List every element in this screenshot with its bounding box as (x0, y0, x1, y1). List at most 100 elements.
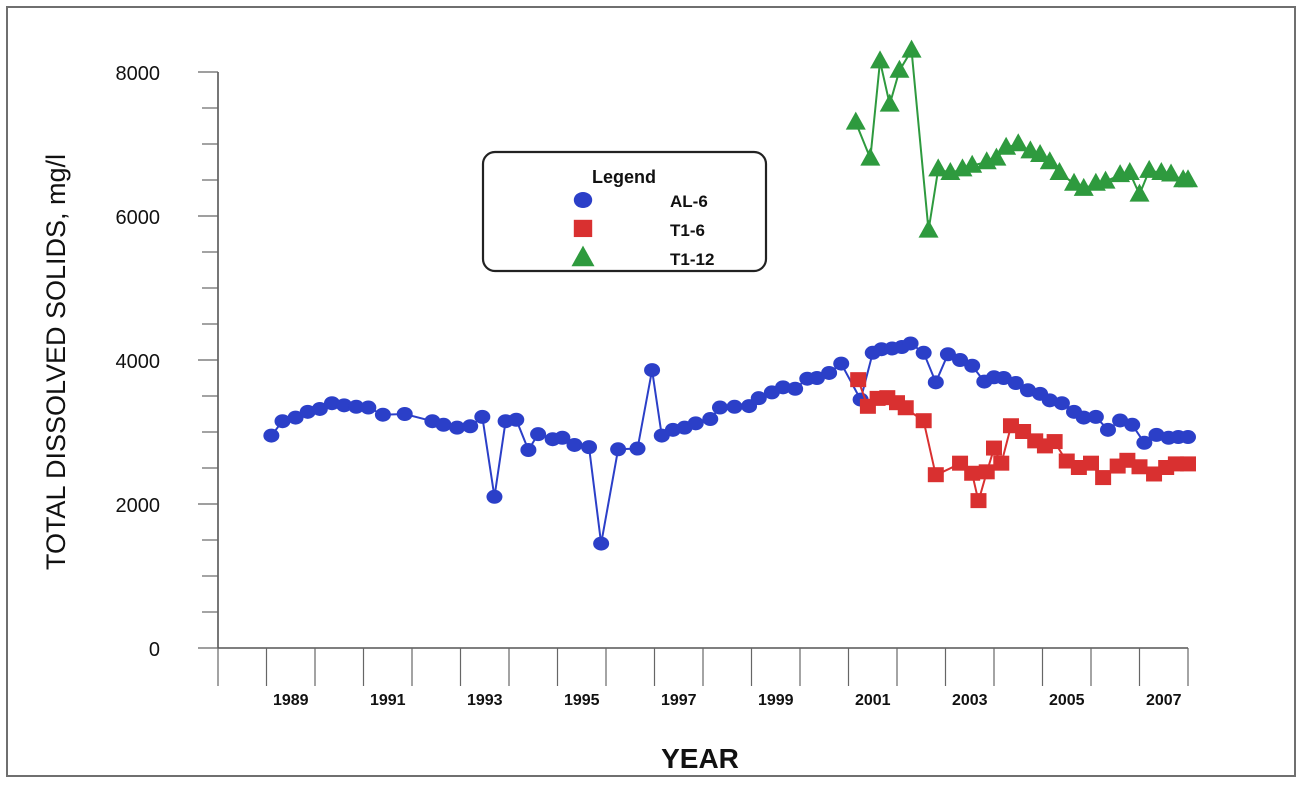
data-point (1070, 460, 1087, 475)
legend-label: T1-12 (670, 250, 714, 269)
data-point (1049, 162, 1070, 180)
data-point (833, 356, 850, 371)
legend-title: Legend (592, 167, 656, 187)
x-tick-label: 1993 (467, 692, 503, 709)
data-point (629, 441, 646, 456)
data-point (952, 353, 969, 367)
data-point (1139, 159, 1160, 178)
data-point (1041, 393, 1058, 408)
series-layer (263, 39, 1198, 551)
data-point (850, 372, 867, 388)
data-point (1046, 434, 1063, 450)
axes-layer: 0 2000 4000 6000 8000 1989 1991 1993 1995 1997 199… (116, 63, 1189, 709)
x-tick-label: 2001 (855, 692, 891, 709)
data-point (323, 396, 340, 411)
data-point (902, 336, 919, 351)
data-point (1073, 177, 1094, 196)
data-point (860, 147, 881, 166)
data-point (995, 371, 1012, 385)
data-point (530, 427, 547, 442)
data-point (1131, 459, 1148, 475)
data-point (918, 219, 939, 238)
data-point (1095, 470, 1112, 486)
data-point (711, 400, 728, 415)
data-point (915, 413, 932, 429)
data-point (1148, 427, 1165, 442)
data-point (986, 147, 1007, 166)
data-point (1167, 456, 1184, 472)
x-tick-label: 1995 (564, 692, 600, 709)
data-point (274, 414, 291, 429)
data-point (396, 407, 413, 421)
data-point (566, 437, 583, 452)
data-point (462, 419, 479, 434)
data-point (1087, 409, 1104, 424)
data-point (554, 430, 571, 445)
x-tick-label: 1997 (661, 692, 697, 709)
legend-entries: AL-6 T1-6 T1-12 (571, 191, 714, 269)
data-point (1075, 410, 1092, 425)
data-point (986, 440, 1002, 456)
data-point (263, 428, 280, 443)
data-point (1008, 133, 1029, 152)
data-point (1053, 396, 1070, 411)
x-tick-label: 1999 (758, 692, 794, 709)
data-point (435, 417, 452, 432)
data-point (993, 455, 1010, 471)
data-point (962, 154, 983, 173)
data-point (750, 391, 767, 406)
data-point (964, 358, 981, 373)
series-AL-6 (263, 336, 1196, 551)
legend-marker (573, 191, 593, 209)
data-point (287, 410, 304, 425)
data-point (1161, 163, 1182, 182)
data-point (1083, 455, 1099, 471)
x-tick-label: 1991 (370, 692, 406, 709)
data-point (927, 467, 944, 483)
data-point (964, 465, 981, 481)
data-point (311, 401, 328, 416)
data-point (1146, 466, 1163, 482)
data-point (702, 412, 719, 427)
legend-box (481, 150, 768, 273)
data-point (870, 50, 891, 69)
data-point (299, 404, 316, 419)
data-point (336, 398, 353, 413)
data-point (374, 407, 391, 422)
data-point (593, 536, 610, 551)
data-point (970, 493, 987, 509)
y-tick-label: 8000 (116, 63, 161, 85)
data-point (449, 420, 466, 435)
data-point (1119, 162, 1140, 180)
data-point (1124, 417, 1141, 432)
data-point (360, 400, 377, 415)
x-axis-title: YEAR (661, 743, 739, 774)
data-point (897, 400, 914, 416)
data-point (1119, 452, 1136, 468)
legend-label: AL-6 (670, 192, 708, 211)
data-point (520, 443, 537, 457)
data-point (845, 111, 866, 130)
y-tick-label: 6000 (116, 207, 161, 229)
data-point (1136, 435, 1153, 450)
data-point (787, 381, 804, 396)
data-point (348, 399, 365, 414)
data-point (821, 365, 838, 380)
data-point (889, 59, 910, 78)
series-T1-6 (850, 372, 1196, 509)
data-point (581, 440, 598, 455)
data-point (1002, 418, 1019, 434)
y-tick-label: 2000 (116, 495, 161, 517)
x-tick-label: 1989 (273, 692, 309, 709)
data-point (610, 442, 627, 457)
data-point (775, 380, 792, 395)
legend: Legend AL-6 T1-6 T1-12 (481, 150, 768, 273)
legend-marker (573, 219, 593, 238)
data-point (901, 39, 922, 58)
data-point (486, 489, 503, 504)
data-point (508, 412, 525, 427)
data-point (1007, 376, 1024, 391)
y-tick-label: 0 (149, 639, 160, 661)
series-T1-12 (845, 39, 1198, 238)
